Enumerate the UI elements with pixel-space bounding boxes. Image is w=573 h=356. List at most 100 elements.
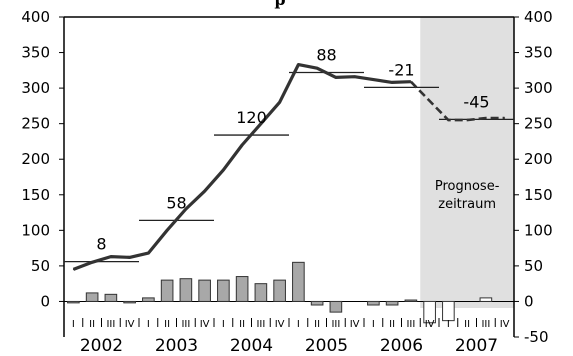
line-point bbox=[166, 229, 168, 231]
bar bbox=[367, 300, 380, 306]
line-point bbox=[354, 76, 356, 78]
bar bbox=[254, 283, 268, 302]
quarter-label: I bbox=[297, 319, 300, 330]
quarter-label: III bbox=[256, 319, 265, 330]
quarter-label: III bbox=[106, 319, 115, 330]
y-tick-label-right: 150 bbox=[524, 186, 553, 204]
bar bbox=[142, 297, 155, 302]
quarter-label: II bbox=[314, 319, 320, 330]
bar bbox=[104, 293, 118, 302]
quarter-label: IV bbox=[200, 319, 210, 330]
line-actual bbox=[72, 62, 411, 271]
bar bbox=[310, 300, 324, 306]
line-point bbox=[204, 190, 206, 192]
year-label: 2003 bbox=[155, 336, 198, 356]
line-point bbox=[279, 101, 281, 103]
line-point bbox=[297, 64, 299, 66]
line-point bbox=[260, 123, 262, 125]
line-point bbox=[222, 169, 224, 171]
y-tick-label-left: 400 bbox=[21, 8, 50, 26]
bar bbox=[273, 279, 286, 302]
y-tick-label-left: 50 bbox=[31, 257, 50, 275]
line-point bbox=[466, 119, 468, 121]
bars bbox=[67, 261, 493, 324]
annual-average-label: -45 bbox=[463, 92, 489, 111]
annual-average-label: 58 bbox=[166, 193, 186, 212]
quarter-label: II bbox=[239, 319, 245, 330]
bar bbox=[123, 300, 136, 304]
quarter-label: II bbox=[464, 319, 470, 330]
line-point bbox=[110, 256, 112, 258]
line-point bbox=[410, 81, 412, 83]
quarter-label: I bbox=[222, 319, 225, 330]
annual-average-label: 8 bbox=[96, 235, 106, 254]
line-point bbox=[91, 261, 93, 263]
forecast-region-shade bbox=[420, 17, 514, 308]
y-tick-label-right: 300 bbox=[524, 79, 553, 97]
bar bbox=[385, 300, 399, 306]
quarter-label: IV bbox=[425, 319, 435, 330]
y-tick-label-left: 250 bbox=[21, 115, 50, 133]
line-point bbox=[316, 67, 318, 69]
year-label: 2005 bbox=[305, 336, 348, 356]
y-tick-label-right: 200 bbox=[524, 150, 553, 168]
line-point bbox=[372, 79, 374, 81]
bar bbox=[160, 279, 174, 302]
y-tick-label-left: 100 bbox=[21, 221, 50, 239]
y-tick-label-right: 350 bbox=[524, 44, 553, 62]
y-tick-label-left: 200 bbox=[21, 150, 50, 168]
y-tick-label-left: 300 bbox=[21, 79, 50, 97]
labels: Prognose-zeitraum 400 400 350 350 300 300 250 25… bbox=[21, 8, 552, 356]
y-tick-label-right: 0 bbox=[524, 292, 534, 310]
forecast-label-line2: zeitraum bbox=[438, 197, 496, 212]
quarter-label: IV bbox=[125, 319, 135, 330]
quarter-label: II bbox=[164, 319, 170, 330]
axes bbox=[59, 16, 519, 338]
bar bbox=[292, 261, 305, 302]
quarter-label: I bbox=[447, 319, 450, 330]
line-series bbox=[72, 62, 506, 271]
y-tick-label-left: 150 bbox=[21, 186, 50, 204]
year-label: 2006 bbox=[380, 336, 423, 356]
quarter-label: I bbox=[372, 319, 375, 330]
line-point bbox=[335, 76, 337, 78]
quarter-label: III bbox=[481, 319, 490, 330]
bar bbox=[85, 292, 99, 302]
line-point bbox=[185, 208, 187, 210]
line-point bbox=[72, 268, 74, 270]
line-point bbox=[391, 81, 393, 83]
bar bbox=[235, 276, 249, 302]
quarter-label: I bbox=[147, 319, 150, 330]
bar bbox=[329, 300, 343, 313]
quarter-label: III bbox=[181, 319, 190, 330]
bar bbox=[479, 297, 493, 302]
annual-average-label: 88 bbox=[316, 45, 336, 64]
y-tick-label-left: 0 bbox=[40, 292, 50, 310]
quarter-label: III bbox=[331, 319, 340, 330]
line-point bbox=[447, 119, 449, 121]
annual-average-label: 120 bbox=[236, 108, 267, 127]
y-tick-label-right: 50 bbox=[524, 257, 543, 275]
bar bbox=[217, 279, 230, 302]
quarter-label: I bbox=[72, 319, 75, 330]
bar bbox=[198, 279, 211, 302]
bar bbox=[179, 278, 193, 302]
year-label: 2007 bbox=[455, 336, 498, 356]
bar bbox=[442, 300, 455, 322]
forecast-region bbox=[420, 17, 514, 308]
forecast-label-line1: Prognose- bbox=[435, 179, 500, 194]
quarter-label: II bbox=[89, 319, 95, 330]
year-label: 2002 bbox=[80, 336, 123, 356]
y-tick-label-left: 350 bbox=[21, 44, 50, 62]
annual-average-label: -21 bbox=[388, 60, 414, 79]
quarter-label: IV bbox=[275, 319, 285, 330]
y-tick-label-right: 100 bbox=[524, 221, 553, 239]
line-point bbox=[429, 100, 431, 102]
chart-title: p bbox=[274, 0, 285, 9]
y-tick-label-right: 250 bbox=[524, 115, 553, 133]
line-forecast bbox=[409, 80, 505, 122]
quarter-label: IV bbox=[350, 319, 360, 330]
quarter-label: II bbox=[389, 319, 395, 330]
year-label: 2004 bbox=[230, 336, 273, 356]
